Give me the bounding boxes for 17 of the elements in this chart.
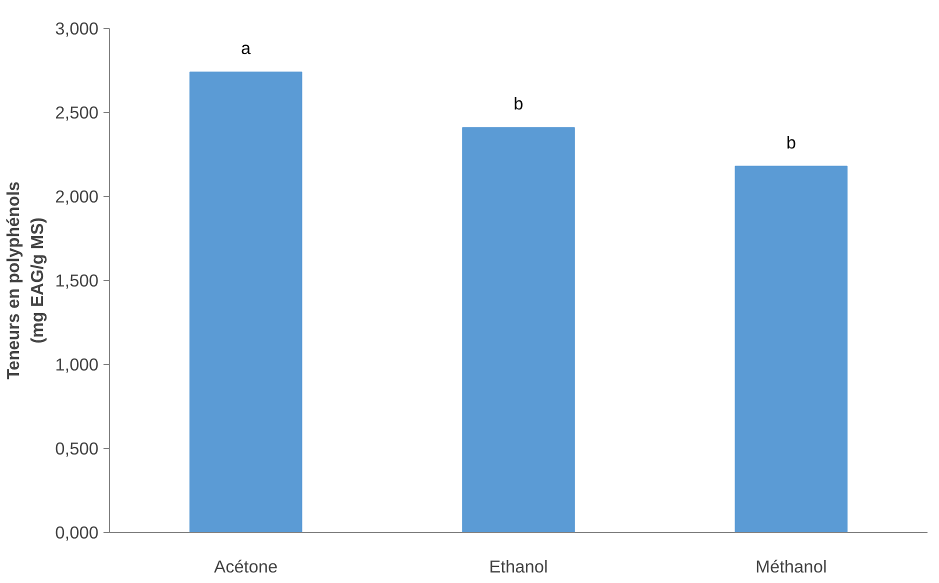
y-tick-label: 0,500 (55, 438, 99, 458)
y-axis-title: Teneurs en polyphénols (mg EAG/g MS) (3, 181, 48, 380)
x-tick-label: Ethanol (489, 556, 548, 576)
annotation: a (241, 38, 252, 58)
y-tick-label: 1,500 (55, 270, 99, 290)
bar (189, 72, 302, 532)
annotation: b (514, 94, 524, 114)
y-tick-label: 2,000 (55, 186, 99, 206)
y-tick-label: 2,500 (55, 102, 99, 122)
bar (462, 127, 575, 532)
x-tick-label: Acétone (214, 556, 278, 576)
x-tick-label: Méthanol (756, 556, 827, 576)
y-tick-label: 0,000 (55, 522, 99, 542)
y-tick-label: 3,000 (55, 18, 99, 38)
bar (734, 166, 848, 532)
y-tick-label: 1,000 (55, 354, 99, 374)
annotation: b (786, 132, 796, 152)
